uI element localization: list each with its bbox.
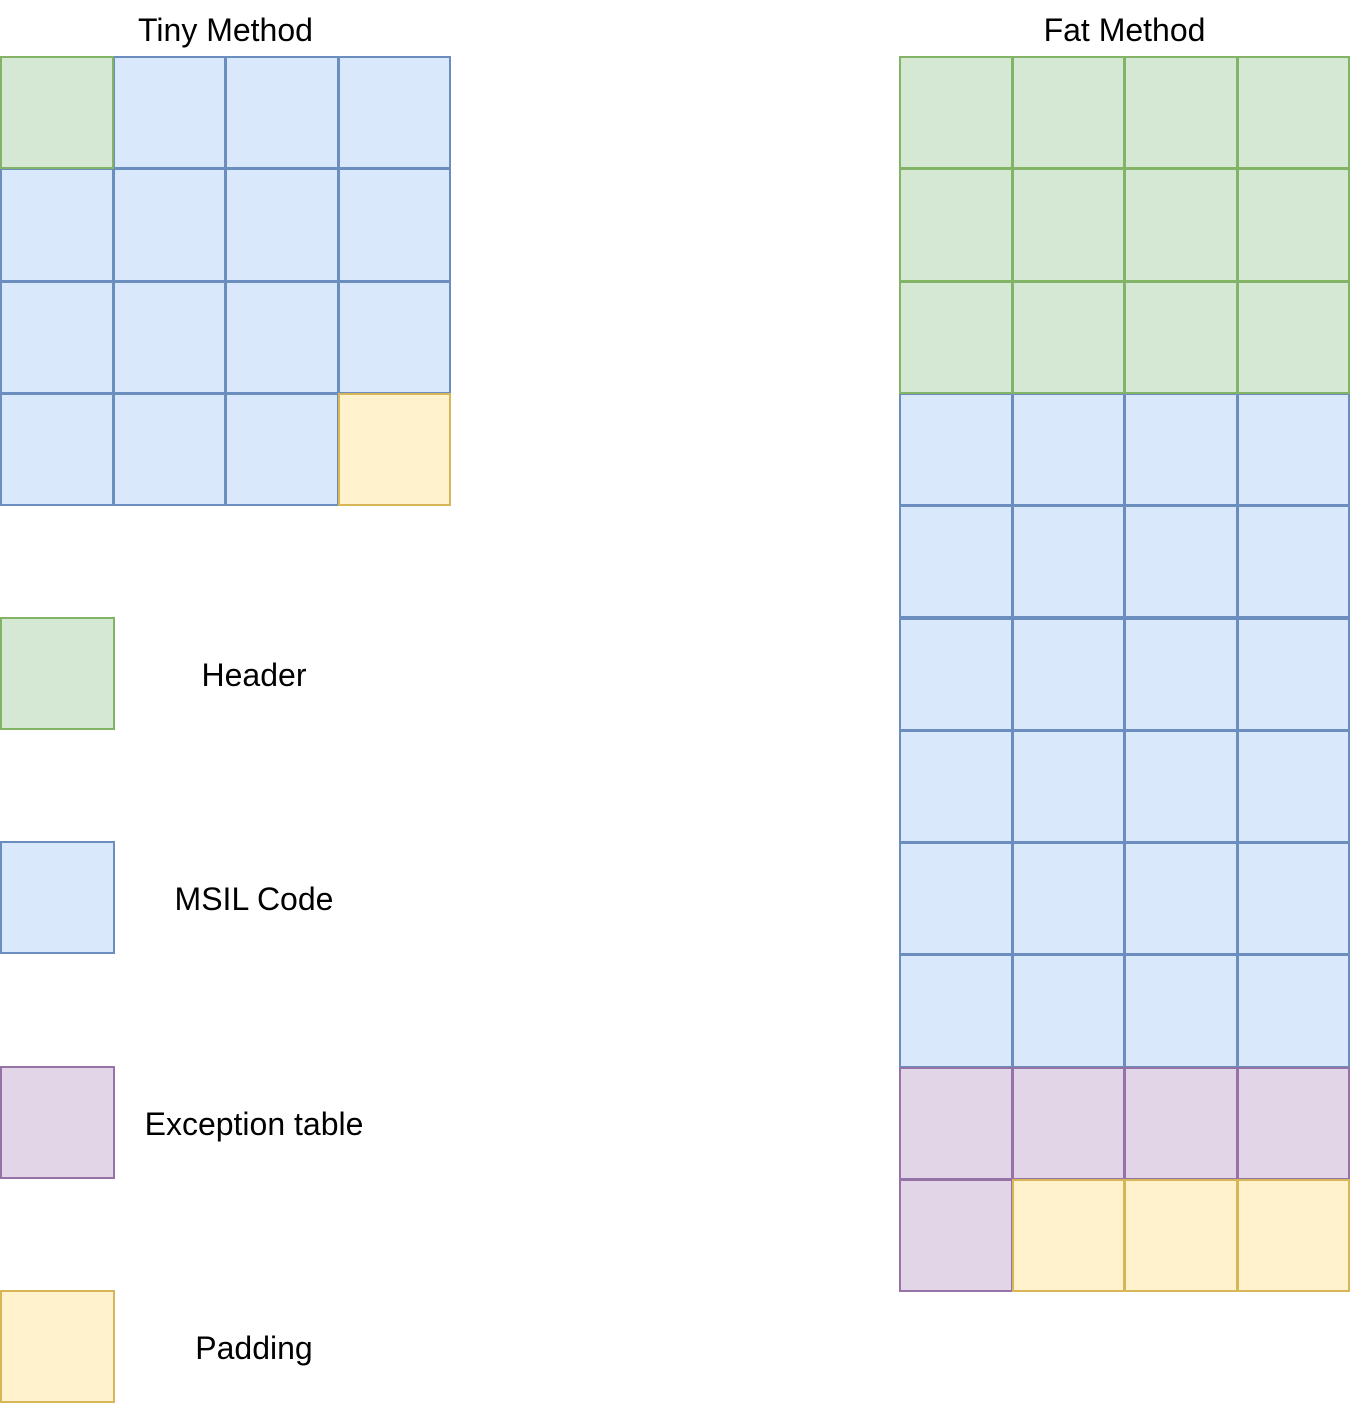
fat-cell-header xyxy=(1011,280,1125,394)
fat-cell-msil xyxy=(1124,729,1238,844)
tiny-cell-msil xyxy=(337,168,451,282)
tiny-cell-msil xyxy=(112,56,226,170)
fat-cell-msil xyxy=(1011,954,1125,1068)
fat-cell-msil xyxy=(1124,505,1238,619)
tiny-cell-header xyxy=(0,56,114,170)
legend-label-padding: Padding xyxy=(195,1330,313,1366)
fat-cell-msil xyxy=(1236,842,1350,956)
fat-cell-msil xyxy=(899,842,1013,956)
legend-swatch-header xyxy=(0,617,115,730)
fat-cell-msil xyxy=(1124,842,1238,956)
fat-cell-msil xyxy=(899,617,1013,731)
legend-label-msil-code: MSIL Code xyxy=(174,881,334,917)
tiny-cell-msil xyxy=(225,56,339,170)
legend-swatch-exception-table xyxy=(0,1066,115,1179)
fat-cell-exception xyxy=(899,1179,1013,1293)
fat-cell-msil xyxy=(1124,617,1238,731)
fat-cell-exception xyxy=(899,1066,1013,1180)
fat-cell-header xyxy=(1236,280,1350,394)
fat-cell-header xyxy=(1011,168,1125,282)
tiny-cell-msil xyxy=(112,392,226,507)
fat-cell-header xyxy=(1236,56,1350,170)
tiny-cell-msil xyxy=(225,168,339,282)
fat-cell-header xyxy=(1124,280,1238,394)
fat-method-grid xyxy=(899,56,1350,1293)
tiny-cell-padding xyxy=(337,392,451,507)
fat-cell-msil xyxy=(899,505,1013,619)
tiny-cell-msil xyxy=(225,280,339,394)
tiny-cell-msil xyxy=(112,280,226,394)
fat-cell-exception xyxy=(1124,1066,1238,1180)
tiny-cell-msil xyxy=(112,168,226,282)
fat-cell-header xyxy=(1124,56,1238,170)
fat-cell-msil xyxy=(1011,617,1125,731)
fat-cell-msil xyxy=(1236,729,1350,844)
fat-cell-msil xyxy=(1236,392,1350,507)
fat-cell-header xyxy=(899,168,1013,282)
fat-method-title: Fat Method xyxy=(1043,12,1206,48)
fat-cell-exception xyxy=(1236,1066,1350,1180)
fat-cell-header xyxy=(1011,56,1125,170)
legend-label-exception-table: Exception table xyxy=(144,1106,364,1142)
fat-cell-header xyxy=(1236,168,1350,282)
tiny-method-title: Tiny Method xyxy=(138,12,313,48)
fat-cell-header xyxy=(899,56,1013,170)
fat-cell-msil xyxy=(1124,392,1238,507)
legend-swatch-padding xyxy=(0,1290,115,1403)
legend-swatch-msil-code xyxy=(0,841,115,954)
fat-cell-padding xyxy=(1011,1179,1125,1293)
fat-cell-msil xyxy=(899,954,1013,1068)
fat-cell-exception xyxy=(1011,1066,1125,1180)
tiny-cell-msil xyxy=(225,392,339,507)
fat-cell-msil xyxy=(1124,954,1238,1068)
fat-cell-msil xyxy=(899,392,1013,507)
tiny-method-grid xyxy=(0,56,452,508)
tiny-cell-msil xyxy=(0,168,114,282)
tiny-cell-msil xyxy=(337,280,451,394)
fat-cell-padding xyxy=(1124,1179,1238,1293)
fat-cell-padding xyxy=(1236,1179,1350,1293)
fat-cell-msil xyxy=(1011,392,1125,507)
tiny-cell-msil xyxy=(337,56,451,170)
tiny-cell-msil xyxy=(0,392,114,507)
fat-cell-header xyxy=(899,280,1013,394)
fat-cell-msil xyxy=(1236,954,1350,1068)
fat-cell-msil xyxy=(1011,505,1125,619)
fat-cell-msil xyxy=(1011,842,1125,956)
fat-cell-msil xyxy=(1236,617,1350,731)
fat-cell-msil xyxy=(1011,729,1125,844)
legend-label-header: Header xyxy=(201,657,307,693)
fat-cell-header xyxy=(1124,168,1238,282)
fat-cell-msil xyxy=(899,729,1013,844)
fat-cell-msil xyxy=(1236,505,1350,619)
tiny-cell-msil xyxy=(0,280,114,394)
